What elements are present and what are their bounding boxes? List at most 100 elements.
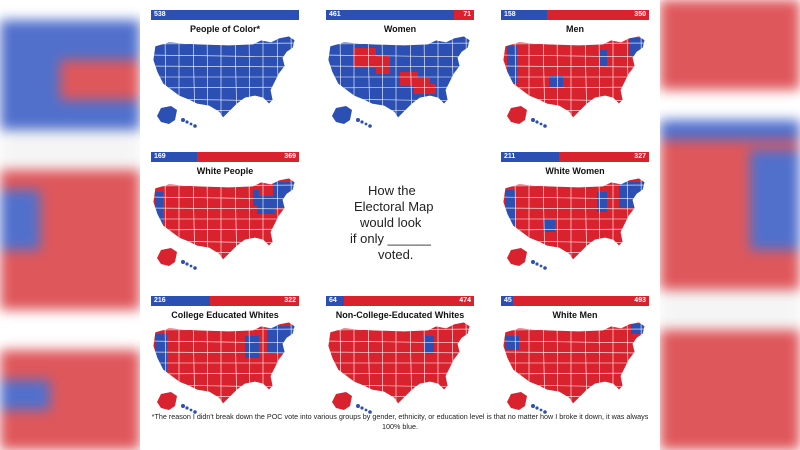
hawaii-island bbox=[539, 408, 543, 412]
red-electoral-votes: 322 bbox=[210, 296, 299, 306]
blue-electoral-votes: 461 bbox=[326, 10, 455, 20]
us-outline bbox=[327, 35, 471, 119]
hawaii-island bbox=[181, 118, 185, 122]
infographic-panel: 538 People of Color* 461 71 Women 158 350 Men… bbox=[140, 0, 660, 450]
hawaii-island bbox=[189, 408, 193, 412]
blue-electoral-votes: 216 bbox=[151, 296, 211, 306]
blue-electoral-votes: 211 bbox=[501, 152, 560, 162]
electoral-vote-bar: 64 474 bbox=[326, 296, 474, 306]
hawaii-island bbox=[543, 266, 547, 270]
state-border bbox=[153, 65, 295, 68]
electoral-vote-bar: 45 493 bbox=[501, 296, 649, 306]
state-region bbox=[549, 76, 563, 88]
hawaii-island bbox=[185, 262, 189, 266]
hawaii-island bbox=[531, 404, 535, 408]
state-region bbox=[424, 336, 434, 354]
electoral-map bbox=[152, 321, 296, 414]
alaska-inset bbox=[332, 392, 352, 410]
state-border bbox=[328, 65, 470, 68]
map-title: Women bbox=[383, 24, 417, 34]
alaska-inset bbox=[157, 392, 177, 410]
state-region bbox=[354, 48, 376, 68]
state-border bbox=[328, 351, 470, 354]
map-card-people-of-color: 538 People of Color* bbox=[145, 6, 305, 131]
state-region bbox=[599, 50, 607, 66]
electoral-map bbox=[152, 177, 296, 270]
blue-electoral-votes: 64 bbox=[326, 296, 344, 306]
hawaii-island bbox=[181, 404, 185, 408]
alaska-inset bbox=[157, 248, 177, 266]
electoral-map bbox=[327, 35, 471, 128]
map-title: White People bbox=[196, 166, 254, 176]
electoral-vote-bar: 216 322 bbox=[151, 296, 299, 306]
red-electoral-votes: 71 bbox=[454, 10, 474, 20]
map-title: People of Color* bbox=[189, 24, 260, 34]
hawaii-island bbox=[185, 120, 189, 124]
center-caption-line-1: How the bbox=[368, 183, 416, 198]
hawaii-island bbox=[543, 410, 547, 414]
electoral-vote-bar: 211 327 bbox=[501, 152, 649, 162]
state-region bbox=[253, 190, 259, 206]
hawaii-island bbox=[356, 404, 360, 408]
map-title: Men bbox=[566, 24, 584, 34]
hawaii-island bbox=[531, 118, 535, 122]
state-region bbox=[507, 46, 517, 84]
hawaii-island bbox=[535, 406, 539, 410]
hawaii-island bbox=[189, 264, 193, 268]
state-region bbox=[597, 192, 607, 212]
state-border bbox=[153, 207, 295, 210]
electoral-vote-bar: 169 369 bbox=[151, 152, 299, 162]
center-caption-line-5: voted. bbox=[378, 247, 414, 262]
center-caption: How the Electoral Map would look if only… bbox=[350, 183, 460, 263]
state-border bbox=[503, 207, 645, 210]
map-card-women: 461 71 Women bbox=[320, 6, 480, 131]
us-outline bbox=[152, 35, 296, 119]
red-electoral-votes: 369 bbox=[197, 152, 299, 162]
center-caption-line-3: would look bbox=[360, 215, 422, 230]
red-electoral-votes: 474 bbox=[343, 296, 474, 306]
us-outline bbox=[502, 35, 646, 119]
state-region bbox=[414, 78, 430, 94]
hawaii-island bbox=[535, 120, 539, 124]
map-title: College Educated Whites bbox=[171, 310, 279, 320]
state-region bbox=[505, 336, 519, 350]
hawaii-island bbox=[364, 408, 368, 412]
footnote: *The reason I didn't break down the POC … bbox=[151, 412, 649, 431]
map-card-white-people: 169 369 White People bbox=[145, 148, 305, 273]
background-blur-left bbox=[0, 0, 140, 450]
electoral-map bbox=[502, 177, 646, 270]
blue-electoral-votes: 538 bbox=[151, 10, 299, 20]
center-caption-line-4: if only ______ bbox=[350, 231, 431, 246]
electoral-vote-bar: 538 bbox=[151, 10, 299, 20]
state-border bbox=[503, 65, 645, 68]
state-border bbox=[328, 340, 470, 344]
state-region bbox=[245, 336, 259, 358]
us-outline bbox=[152, 321, 296, 405]
hawaii-island bbox=[360, 406, 364, 410]
us-outline bbox=[502, 321, 646, 405]
hawaii-island bbox=[185, 406, 189, 410]
hawaii-island bbox=[539, 122, 543, 126]
state-border bbox=[503, 196, 645, 200]
state-region bbox=[376, 56, 390, 74]
hawaii-island bbox=[539, 264, 543, 268]
state-region bbox=[543, 220, 555, 232]
hawaii-island bbox=[193, 266, 197, 270]
map-card-white-women: 211 327 White Women bbox=[495, 148, 655, 273]
state-region bbox=[257, 196, 275, 214]
alaska-inset bbox=[507, 248, 527, 266]
state-border bbox=[153, 340, 295, 344]
electoral-map bbox=[327, 321, 471, 414]
background-blur-right bbox=[660, 0, 800, 450]
state-region bbox=[267, 326, 295, 354]
state-region bbox=[155, 192, 163, 228]
state-border bbox=[328, 54, 470, 58]
hawaii-island bbox=[364, 122, 368, 126]
state-border bbox=[153, 196, 295, 200]
electoral-map bbox=[502, 35, 646, 128]
state-border bbox=[153, 54, 295, 58]
red-electoral-votes: 493 bbox=[513, 296, 649, 306]
map-title: White Women bbox=[545, 166, 605, 176]
blue-electoral-votes: 169 bbox=[151, 152, 198, 162]
state-region bbox=[400, 72, 418, 86]
